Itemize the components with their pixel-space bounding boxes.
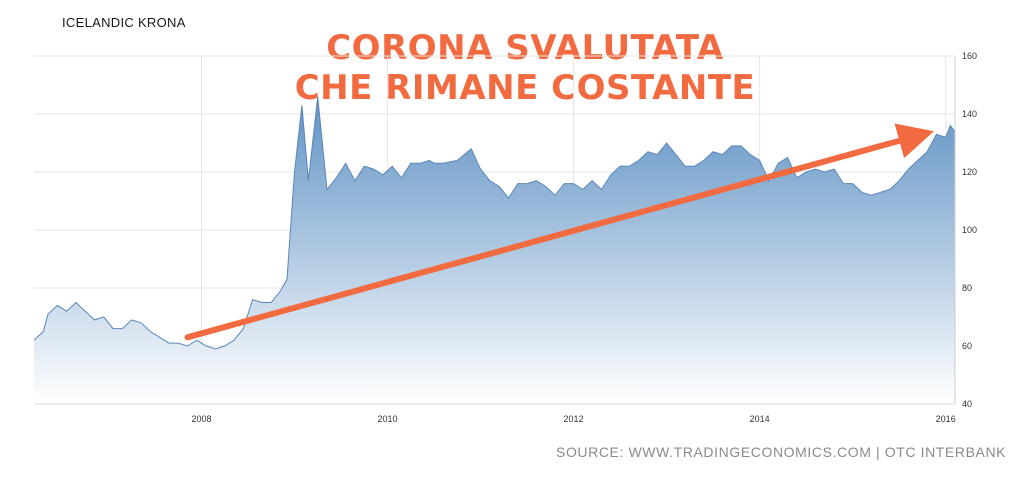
chart-title: ICELANDIC KRONA bbox=[62, 15, 186, 30]
series-line bbox=[33, 96, 956, 350]
y-tick-label: 120 bbox=[962, 167, 977, 177]
y-tick-label: 40 bbox=[962, 399, 972, 409]
y-tick-label: 140 bbox=[962, 109, 977, 119]
y-tick-label: 80 bbox=[962, 283, 972, 293]
y-tick-label: 100 bbox=[962, 225, 977, 235]
trend-arrow-annotation bbox=[184, 123, 934, 341]
headline-line-2: CHE RIMANE COSTANTE bbox=[294, 68, 756, 108]
x-tick-label: 2010 bbox=[377, 414, 397, 424]
x-tick-label: 2008 bbox=[191, 414, 211, 424]
y-tick-label: 60 bbox=[962, 341, 972, 351]
axes: 40 60 80 100 120 140 160 2008 2010 2012 2014 2016 bbox=[34, 51, 977, 424]
headline-annotation: CORONA SVALUTATA CHE RIMANE COSTANTE bbox=[255, 28, 795, 108]
source-credit: SOURCE: WWW.TRADINGECONOMICS.COM | OTC I… bbox=[556, 444, 1007, 460]
y-tick-label: 160 bbox=[962, 51, 977, 61]
x-tick-label: 2014 bbox=[750, 414, 770, 424]
x-tick-label: 2016 bbox=[936, 414, 956, 424]
headline-line-1: CORONA SVALUTATA bbox=[326, 28, 724, 68]
trend-arrow bbox=[184, 123, 934, 341]
x-tick-label: 2012 bbox=[564, 414, 584, 424]
